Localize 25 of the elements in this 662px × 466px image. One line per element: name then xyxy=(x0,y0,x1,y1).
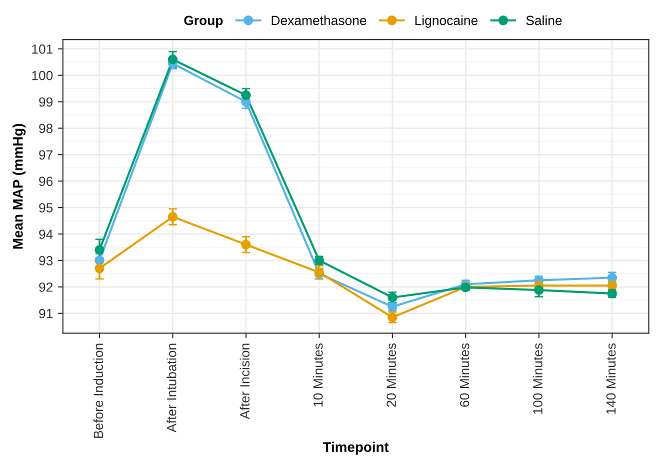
x-tick-label: 140 Minutes xyxy=(606,343,616,414)
y-tick-label: 97 xyxy=(39,150,53,160)
y-axis-title: Mean MAP (mmHg) xyxy=(12,124,26,249)
y-tick-label: 95 xyxy=(39,203,53,212)
x-tick-label: After Incision xyxy=(240,344,250,420)
legend-label: Lignocaine xyxy=(415,15,478,28)
y-tick-label: 94 xyxy=(39,230,53,239)
y-tick-label: 100 xyxy=(32,70,53,80)
y-tick-label: 92 xyxy=(39,282,53,292)
x-tick-label: 60 Minutes xyxy=(460,343,470,407)
y-tick-label: 96 xyxy=(39,176,53,186)
y-tick-label: 98 xyxy=(39,124,53,134)
x-axis-title: Timepoint xyxy=(322,442,389,455)
legend-label: Saline xyxy=(526,15,562,26)
legend-label: Dexamethasone xyxy=(272,15,366,26)
y-tick-label: 101 xyxy=(32,44,53,54)
legend-title: Group xyxy=(184,16,223,28)
y-tick-label: 93 xyxy=(39,256,53,266)
x-tick-label: Before Induction xyxy=(93,344,104,438)
y-tick-label: 91 xyxy=(39,308,53,318)
y-tick-label: 99 xyxy=(39,97,53,107)
x-tick-label: 100 Minutes xyxy=(532,343,542,414)
x-tick-label: 10 Minutes xyxy=(313,343,323,406)
x-tick-label: After Intubation xyxy=(166,344,176,432)
x-tick-label: 20 Minutes xyxy=(386,343,396,407)
